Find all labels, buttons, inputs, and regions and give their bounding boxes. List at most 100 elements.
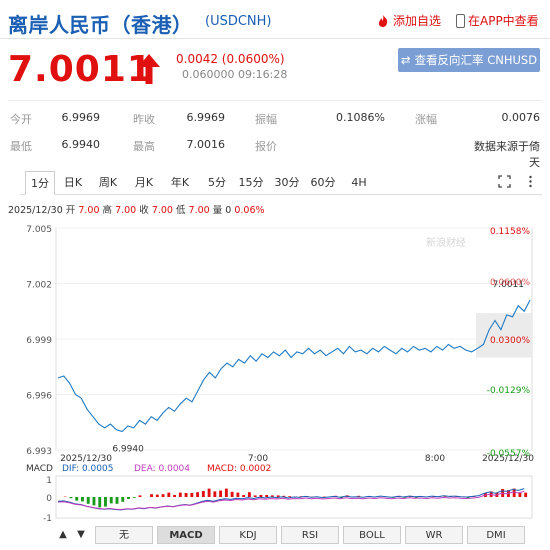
indicator-tab[interactable]: RSI	[281, 526, 339, 544]
info-close: 7.00	[151, 205, 173, 216]
quote-value: 6.9969	[61, 111, 101, 124]
macd-bar	[213, 491, 217, 497]
tab-period[interactable]: 日K	[63, 176, 83, 189]
arrow-down-button[interactable]: ▼	[77, 529, 85, 540]
period-tabs: 1分 日K 周K 月K 年K 5分 15分 30分 60分 4H	[20, 171, 542, 195]
macd-y-tick: 1	[46, 476, 52, 486]
indicator-tab[interactable]: WR	[405, 526, 463, 544]
y-tick-label: 6.996	[26, 392, 52, 402]
indicator-tab[interactable]: 无	[95, 526, 153, 544]
pct-tick-label: 0.1158%	[490, 227, 530, 237]
quote-label: 振幅	[255, 113, 277, 126]
indicator-tabs: 无 MACD KDJ RSI BOLL WR DMI	[50, 526, 525, 546]
tab-period[interactable]: 4H	[351, 176, 367, 189]
macd-bar	[247, 492, 251, 497]
macd-bar	[132, 497, 136, 498]
info-vol-label: 量	[212, 205, 223, 216]
macd-bar	[253, 495, 257, 497]
tab-period[interactable]: 1分	[25, 171, 55, 195]
add-watchlist-button[interactable]: 添加自选	[376, 12, 441, 29]
macd-y-tick: -1	[43, 514, 52, 524]
indicator-tab[interactable]: MACD	[157, 526, 215, 544]
macd-bar	[242, 495, 246, 497]
pct-tick-label: 0.0300%	[490, 336, 530, 346]
macd-bar	[98, 497, 102, 508]
macd-bar	[524, 492, 528, 497]
reverse-rate-button[interactable]: ⇄ 查看反向汇率 CNHUSD	[398, 48, 540, 72]
macd-bar	[201, 491, 205, 497]
price-line	[57, 299, 531, 433]
macd-dea-label: DEA: 0.0004	[134, 464, 190, 474]
price-chart[interactable]: 7.005 7.002 6.999 6.996 6.993 2025/12/30 7:00 8…	[0, 214, 550, 462]
indicator-tab[interactable]: DMI	[467, 526, 525, 544]
more-icon[interactable]	[524, 175, 537, 188]
x-tick-label: 2025/12/30	[60, 454, 112, 462]
add-watchlist-label: 添加自选	[393, 14, 442, 28]
up-arrow-icon	[138, 54, 160, 84]
macd-bar	[109, 497, 113, 504]
macd-bar	[414, 497, 418, 498]
page-title: 离岸人民币（香港）	[8, 13, 193, 37]
macd-bar	[92, 497, 96, 506]
info-pct: 0.06%	[234, 205, 265, 216]
quote-label: 昨收	[133, 113, 155, 126]
macd-bar	[104, 497, 107, 507]
info-open-label: 开	[65, 205, 76, 216]
macd-bar	[121, 497, 125, 502]
macd-bar	[288, 496, 292, 497]
macd-bar	[161, 494, 165, 497]
reverse-rate-label: 查看反向汇率 CNHUSD	[414, 53, 538, 67]
macd-bar	[184, 493, 188, 497]
info-high: 7.00	[115, 205, 137, 216]
quote-label: 今开	[10, 113, 32, 126]
quote-divider	[8, 100, 542, 101]
quote-value: 6.9969	[186, 111, 226, 124]
info-low-label: 低	[176, 205, 186, 216]
macd-bar	[86, 497, 90, 504]
arrow-up-button[interactable]: ▲	[59, 529, 67, 540]
macd-title: MACD	[26, 464, 53, 474]
macd-bar	[81, 497, 84, 502]
macd-y-tick: 0	[46, 494, 52, 504]
indicator-tab[interactable]: KDJ	[219, 526, 277, 544]
macd-bar	[69, 497, 73, 499]
macd-bar	[282, 495, 286, 497]
open-in-app-label: 在APP中查看	[468, 14, 539, 28]
open-in-app-button[interactable]: 在APP中查看	[456, 12, 539, 29]
fire-icon	[378, 14, 388, 27]
quote-value: 数据来源于倚天	[474, 140, 540, 169]
macd-bar	[219, 490, 223, 497]
tab-period[interactable]: 周K	[98, 176, 118, 189]
macd-bar	[224, 488, 228, 497]
dea-line	[57, 490, 525, 511]
info-open: 7.00	[78, 205, 100, 216]
quote-timestamp: 0.060000 09:16:28	[182, 68, 288, 81]
tab-period[interactable]: 月K	[134, 176, 154, 189]
pct-tick-label: -0.0129%	[487, 386, 531, 396]
macd-bar	[196, 492, 200, 497]
indicator-tab[interactable]: BOLL	[343, 526, 401, 544]
info-low: 7.00	[188, 205, 210, 216]
tab-period[interactable]: 60分	[310, 176, 336, 189]
macd-chart[interactable]: MACD DIF: 0.0005 DEA: 0.0004 MACD: 0.0002 1 0…	[0, 462, 550, 524]
tab-period[interactable]: 30分	[274, 176, 300, 189]
info-date: 2025/12/30	[8, 205, 63, 216]
tab-period[interactable]: 5分	[208, 176, 226, 189]
macd-bar	[230, 491, 234, 497]
macd-bar	[178, 492, 182, 497]
quote-value: 0.0076	[501, 111, 541, 124]
tab-period[interactable]: 15分	[238, 176, 264, 189]
macd-bar	[167, 492, 171, 497]
watermark: 新浪财经	[426, 236, 466, 249]
tab-period[interactable]: 年K	[170, 176, 190, 189]
quote-label: 最低	[10, 140, 32, 153]
last-pct-label: 0.0600%	[490, 278, 530, 288]
macd-bar	[270, 495, 274, 497]
macd-bar	[155, 494, 159, 497]
quote-value: 0.1086%	[336, 111, 385, 124]
macd-bar	[150, 494, 153, 497]
macd-bar	[207, 488, 211, 497]
fullscreen-icon[interactable]	[498, 175, 511, 188]
quote-label: 涨幅	[415, 113, 437, 126]
current-price: 7.0011	[8, 49, 153, 90]
